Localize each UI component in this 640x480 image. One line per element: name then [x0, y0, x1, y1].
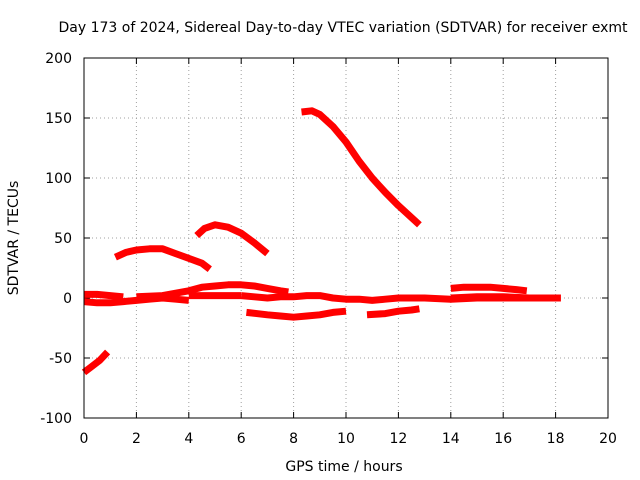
series-arc-negative-start — [81, 349, 111, 376]
series-arc-peak — [301, 107, 422, 228]
series-arc-evening-zero — [450, 293, 561, 302]
y-tick-label: 0 — [63, 291, 72, 307]
grid — [84, 58, 608, 418]
x-tick-label: 8 — [289, 431, 298, 447]
x-tick-label: 18 — [547, 431, 565, 447]
x-tick-labels: 0 2 4 6 8 10 12 14 16 18 20 — [80, 431, 617, 447]
x-tick-label: 6 — [237, 431, 246, 447]
series-arc-midday-hump — [194, 221, 270, 257]
x-tick-label: 0 — [80, 431, 89, 447]
x-tick-label: 2 — [132, 431, 141, 447]
y-tick-label: -50 — [49, 351, 72, 367]
series-arc-near-zero-start — [83, 294, 190, 307]
y-tick-label: 100 — [45, 171, 72, 187]
series-arc-evening-hump — [450, 283, 528, 295]
y-tick-labels: -100 -50 0 50 100 150 200 — [40, 51, 72, 427]
series-arc-negative-late — [366, 305, 420, 319]
x-tick-label: 16 — [494, 431, 512, 447]
x-tick-label: 10 — [337, 431, 355, 447]
y-axis-label: SDTVAR / TECUs — [6, 181, 22, 296]
series-arc-morning-hump — [113, 245, 212, 272]
plot-frame — [83, 57, 609, 419]
chart-title: Day 173 of 2024, Sidereal Day-to-day VTE… — [59, 20, 629, 36]
series-arc-low-rise — [136, 281, 289, 301]
y-tick-label: -100 — [40, 411, 72, 427]
y-tick-label: 150 — [45, 111, 72, 127]
y-tick-label: 200 — [45, 51, 72, 67]
series-arc-negative-mid — [246, 307, 347, 321]
x-axis-label: GPS time / hours — [285, 459, 402, 475]
x-tick-label: 14 — [442, 431, 460, 447]
x-tick-label: 4 — [184, 431, 193, 447]
data-series — [81, 107, 561, 376]
x-tick-label: 20 — [599, 431, 617, 447]
series-arc-start-top — [84, 290, 124, 301]
y-tick-label: 50 — [54, 231, 72, 247]
x-tick-label: 12 — [389, 431, 407, 447]
